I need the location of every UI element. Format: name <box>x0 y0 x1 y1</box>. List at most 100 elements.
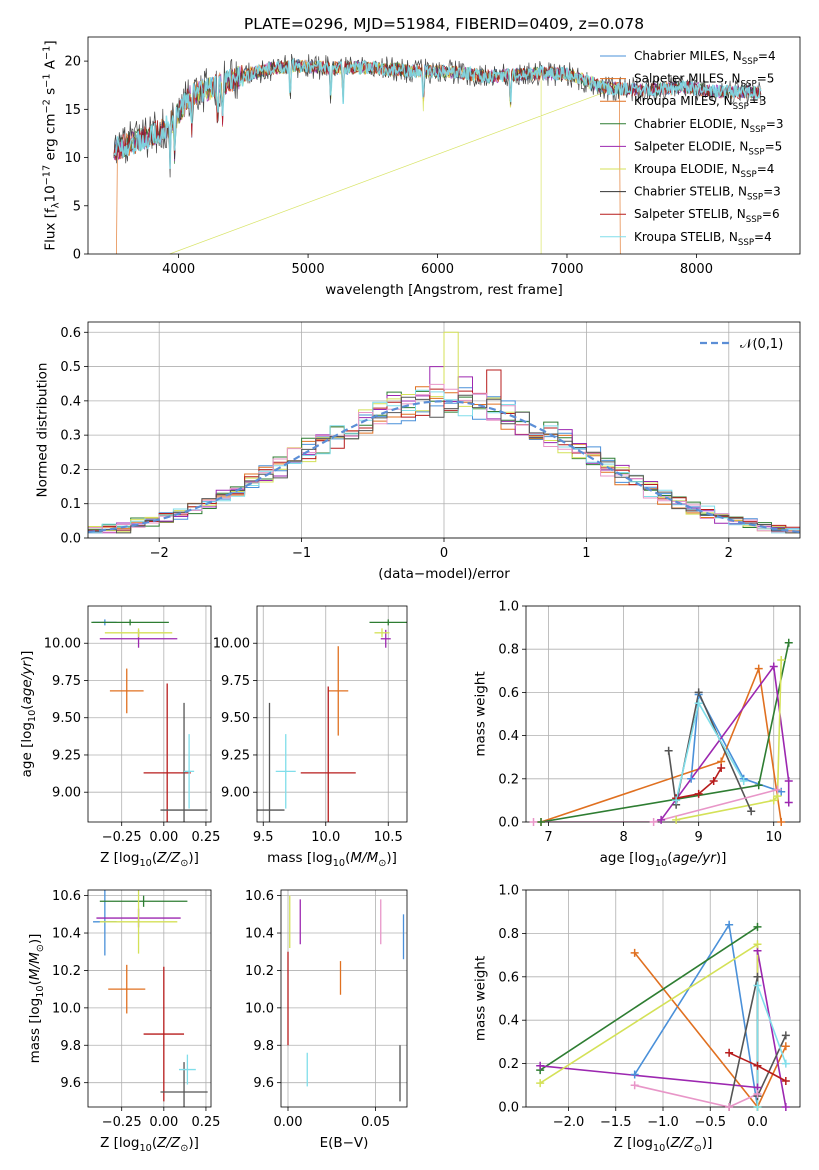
y-tick-label: 0.6 <box>498 686 519 701</box>
x-tick-label: 5000 <box>292 262 325 277</box>
label-part: =5 <box>757 72 775 86</box>
weight-marker <box>672 815 681 824</box>
label-part: 10 <box>333 858 345 869</box>
label-part: M/M <box>350 850 378 866</box>
label-part: =4 <box>757 162 775 176</box>
label-part: )] <box>27 934 43 945</box>
label-part: 10 <box>35 985 46 997</box>
label-part: SSP <box>742 57 758 67</box>
label-part: Salpeter STELIB, N <box>634 207 746 221</box>
x-tick-label: 9.5 <box>253 830 274 845</box>
label-part: Chabrier MILES, N <box>634 49 742 63</box>
label-part: −1 <box>41 46 52 60</box>
label-part: age/yr <box>673 850 718 866</box>
legend-label: Kroupa MILES, NSSP=3 <box>634 94 767 112</box>
legend: 𝒩(0,1) <box>700 337 783 352</box>
histogram-step <box>88 394 800 534</box>
y-tick-label: 9.50 <box>221 711 250 726</box>
weight-marker <box>769 796 778 805</box>
weight-line <box>634 1084 758 1107</box>
y-tick-label: 5 <box>73 199 81 214</box>
x-tick-label: 8 <box>619 830 627 845</box>
x-tick-label: 9 <box>695 830 703 845</box>
grid <box>88 890 211 1107</box>
label-part: A <box>42 59 58 73</box>
x-tick-label: 2 <box>725 546 733 561</box>
axes-frame <box>87 605 212 823</box>
grid <box>257 606 407 822</box>
y-axis-label: Flux [fλ10−17 erg cm−2 s−1 A−1] <box>41 40 61 250</box>
y-tick-label: 0.0 <box>498 816 519 831</box>
axes-frame <box>256 605 408 823</box>
label-part: )] <box>716 850 727 866</box>
weight-marker <box>725 920 734 929</box>
weight-marker <box>784 798 793 807</box>
y-tick-label: 9.6 <box>253 1076 274 1091</box>
label-part: mass [log <box>267 850 333 866</box>
plot-area <box>113 53 762 254</box>
x-tick-label: 10 <box>765 830 782 845</box>
x-tick-label: −1.5 <box>600 1115 632 1130</box>
weight-marker <box>753 981 762 990</box>
label-part: ⊙ <box>694 1143 702 1154</box>
label-part: Z/Z <box>156 850 181 866</box>
label-part: (data−model)/error <box>378 566 510 582</box>
weight-marker <box>529 818 538 826</box>
x-tick-label: 0.25 <box>191 1115 220 1130</box>
x-tick-label: −0.25 <box>102 830 142 845</box>
y-tick-label: 0.5 <box>60 360 81 375</box>
x-tick-label: 7000 <box>550 262 583 277</box>
panel-mass-vs-EBV: 0.00 0.05 9.6 9.8 10.0 10.2 10.4 10.6 E(B−V) <box>245 889 408 1151</box>
label-part: ( <box>152 850 157 866</box>
y-tick-label: 0.8 <box>498 927 519 942</box>
y-tick-label: 10 <box>64 151 81 166</box>
y-tick-label: 0.0 <box>60 532 81 547</box>
label-part: SSP <box>750 125 766 135</box>
label-part: ( <box>19 704 35 709</box>
y-tick-label: 0.6 <box>498 970 519 985</box>
weight-marker <box>725 1103 734 1111</box>
y-axis-label: mass weight <box>473 956 489 1041</box>
label-part: Z/Z <box>670 1135 695 1151</box>
y-tick-label: 0.2 <box>60 463 81 478</box>
label-part: −1 <box>41 73 52 87</box>
label-part: 10 <box>139 858 151 869</box>
x-axis-label: Z [log10(Z/Z⊙)] <box>100 850 199 869</box>
weight-marker <box>781 1059 790 1068</box>
legend-label: Kroupa ELODIE, NSSP=4 <box>634 162 774 180</box>
x-tick-label: 4000 <box>162 262 195 277</box>
label-part: 𝒩(0,1) <box>740 337 783 352</box>
histogram-step <box>88 331 800 534</box>
x-tick-label: −0.5 <box>694 1115 726 1130</box>
weight-line <box>675 659 782 821</box>
label-part: =6 <box>762 207 780 221</box>
label-part: ( <box>345 850 350 866</box>
grid <box>526 605 800 823</box>
histogram-step <box>88 383 800 533</box>
weight-marker <box>784 776 793 785</box>
label-part: mass [log <box>27 998 43 1064</box>
panel-residuals: −2 −1 0 1 2 0.0 0.1 0.2 0.3 0.4 0.5 0.6 (data−model)… <box>35 321 801 582</box>
panel-mass-vs-Z: −0.25 0.00 0.25 9.6 9.8 10.0 10.2 10.4 10.6 Z [lo… <box>27 889 221 1154</box>
label-part: SSP <box>748 147 764 157</box>
x-axis-label: E(B−V) <box>320 1135 369 1151</box>
y-tick-label: 0.2 <box>498 772 519 787</box>
weight-marker <box>754 781 763 790</box>
label-part: age [log <box>19 722 35 777</box>
label-part: Chabrier STELIB, N <box>634 185 747 199</box>
x-tick-label: 0.05 <box>361 1115 390 1130</box>
weight-marker <box>781 1042 790 1051</box>
label-part: s <box>42 88 58 99</box>
weight-line <box>634 952 787 1107</box>
legend-label: 𝒩(0,1) <box>740 337 783 352</box>
weight-marker <box>781 1076 790 1085</box>
label-part: Normed distribution <box>35 363 51 498</box>
label-part: 10 <box>27 710 38 722</box>
plot-area <box>533 642 790 822</box>
weight-marker <box>630 1070 639 1079</box>
weight-marker <box>754 664 763 673</box>
y-tick-label: 0.2 <box>498 1057 519 1072</box>
x-axis-label: Z [log10(Z/Z⊙)] <box>100 1135 199 1154</box>
x-tick-label: 10.0 <box>311 830 340 845</box>
